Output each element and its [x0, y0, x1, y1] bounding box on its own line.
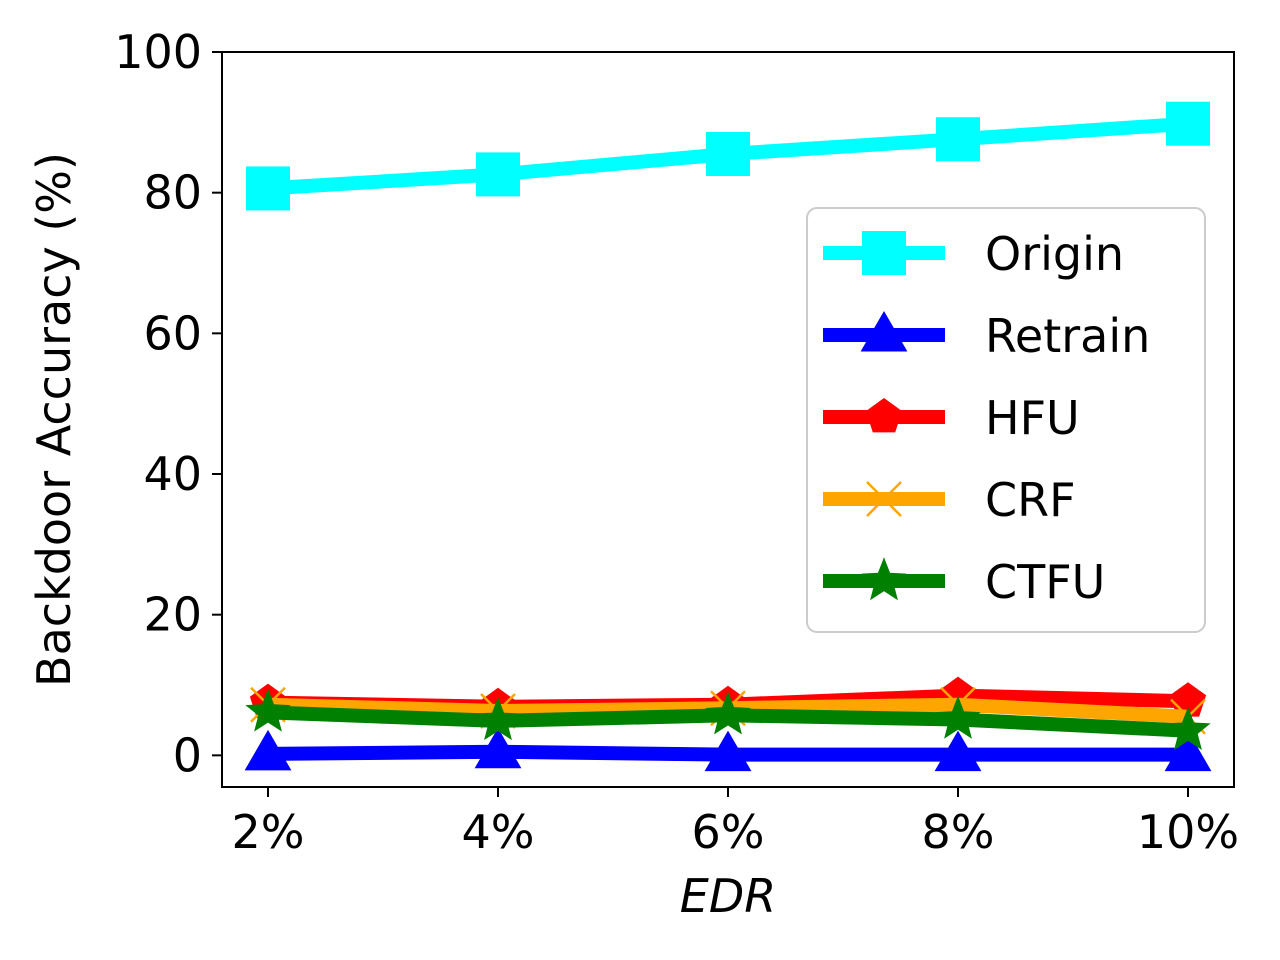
legend: Origin Retrain HFU CRF CTFU	[806, 207, 1206, 633]
y-axis: 0 20 40 60 80 100	[114, 25, 222, 782]
y-axis-title: Backdoor Accuracy (%)	[27, 152, 81, 687]
series-origin	[246, 101, 1210, 211]
legend-item: Retrain	[823, 309, 1150, 363]
x-tick-label: 4%	[462, 805, 535, 859]
x-tick-label: 10%	[1137, 805, 1239, 859]
data-point	[476, 152, 520, 197]
legend-box	[806, 207, 1206, 633]
data-point	[936, 117, 980, 162]
y-tick-label: 0	[173, 728, 202, 782]
legend-label: CRF	[985, 473, 1076, 527]
series-layer	[244, 101, 1212, 772]
legend-label: HFU	[985, 391, 1080, 445]
legend-item: Origin	[823, 227, 1124, 281]
data-point	[244, 729, 292, 771]
x-axis: 2% 4% 6% 8% 10%	[232, 787, 1239, 859]
data-point	[1166, 101, 1210, 146]
legend-swatch-marker	[860, 311, 908, 352]
data-point	[1164, 730, 1212, 772]
x-tick-label: 8%	[922, 805, 995, 859]
y-tick-label: 60	[143, 306, 202, 360]
series-retrain	[244, 727, 1212, 772]
legend-swatch-marker	[866, 481, 902, 517]
data-point	[246, 166, 290, 211]
data-point	[245, 688, 291, 732]
data-point	[474, 727, 522, 769]
data-point	[706, 131, 750, 176]
legend-swatch-marker	[862, 231, 906, 275]
data-point	[934, 730, 982, 772]
y-tick-label: 20	[143, 588, 202, 642]
y-tick-label: 40	[143, 447, 202, 501]
legend-item: CTFU	[823, 555, 1105, 609]
y-tick-label: 100	[114, 25, 202, 79]
legend-label: CTFU	[985, 555, 1105, 609]
x-axis-title: EDR	[680, 869, 776, 923]
legend-swatch-marker	[865, 398, 903, 433]
legend-item: CRF	[823, 473, 1076, 527]
legend-swatch-marker	[861, 557, 907, 601]
data-point	[704, 730, 752, 772]
series-ctfu	[245, 688, 1211, 750]
legend-label: Origin	[985, 227, 1124, 281]
data-point	[935, 695, 981, 739]
data-point	[705, 691, 751, 735]
legend-label: Retrain	[985, 309, 1150, 363]
data-point	[475, 697, 521, 741]
y-tick-label: 80	[143, 166, 202, 220]
x-tick-label: 6%	[692, 805, 765, 859]
x-tick-label: 2%	[232, 805, 305, 859]
legend-item: HFU	[823, 391, 1080, 445]
data-point	[1165, 706, 1211, 750]
